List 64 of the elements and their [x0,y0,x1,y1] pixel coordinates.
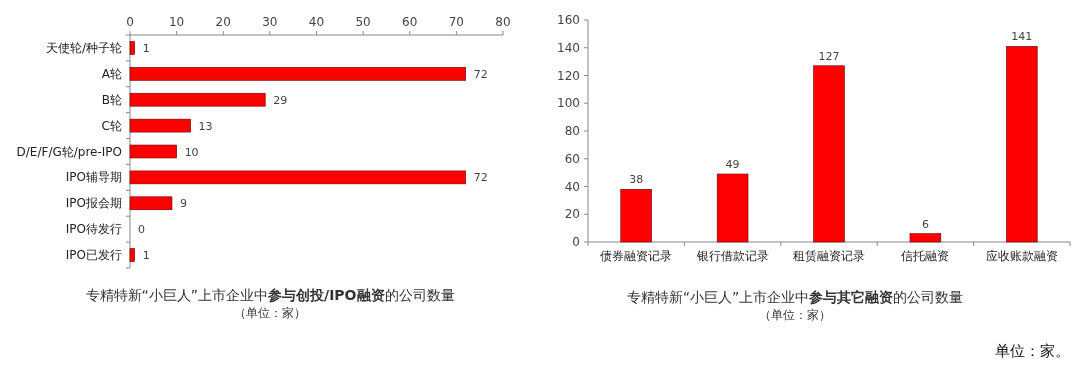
y-tick-label: IPO待发行 [65,222,122,237]
y-tick-label: 20 [564,207,580,222]
y-tick-label: 0 [572,235,580,249]
y-tick-label: 60 [564,151,580,166]
x-tick-label: 租赁融资记录 [793,249,865,263]
x-tick-label: 70 [448,15,465,29]
y-tick-label: IPO辅导期 [65,170,122,185]
y-tick-label: D/E/F/G轮/pre-IPO [16,144,122,159]
y-tick-label: 100 [557,96,580,111]
data-label: 0 [138,223,145,237]
y-tick-label: C轮 [101,118,122,133]
x-tick-label: 60 [402,15,418,29]
x-tick-label: 20 [215,15,231,29]
data-label: 127 [818,49,840,63]
x-tick-label: 应收账款融资 [985,249,1058,263]
text: 单位：家。 [995,342,1070,360]
y-tick-label: IPO报会期 [65,196,122,211]
bar [129,144,177,159]
x-tick-label: 债券融资记录 [600,249,673,263]
y-tick-label: 天使轮/种子轮 [45,40,122,55]
data-label: 6 [921,217,929,231]
y-tick-label: 160 [557,13,580,27]
y-tick-label: 120 [557,68,580,83]
text: 专精特新“小巨人”上市企业中参与创投/IPO融资的公司数量 [85,287,455,303]
text: （单位：家） [759,308,831,322]
bar [129,67,466,81]
bar [129,41,135,55]
data-label: 13 [198,119,213,133]
y-tick-label: 140 [557,40,580,55]
data-label: 38 [629,173,644,187]
text: （单位：家） [234,306,306,320]
bar [129,248,135,262]
data-label: 72 [473,67,488,81]
bar [129,118,191,133]
y-tick-label: B轮 [101,92,122,107]
bar [129,196,173,211]
bar [909,233,942,243]
data-label: 141 [1011,30,1033,44]
x-tick-label: 10 [168,15,185,29]
x-tick-label: 50 [355,15,371,29]
x-tick-label: 30 [262,15,278,29]
text: 专精特新“小巨人”上市企业中参与其它融资的公司数量 [626,289,964,305]
y-tick-label: A轮 [101,66,122,81]
x-tick-label: 40 [308,15,325,29]
bar [1006,46,1038,243]
data-label: 72 [473,171,488,185]
y-tick-label: 80 [564,124,580,138]
data-label: 9 [179,197,187,211]
x-tick-label: 银行借款记录 [695,249,769,263]
bar [716,173,749,243]
bar [129,170,466,185]
x-tick-label: 0 [126,15,134,29]
bar [620,188,652,243]
bar [129,92,266,107]
x-tick-label: 80 [495,15,511,29]
data-label: 1 [142,41,150,55]
data-label: 29 [273,93,288,107]
data-label: 10 [184,145,199,159]
data-label: 1 [142,249,150,263]
data-label: 49 [725,158,740,172]
y-tick-label: IPO已发行 [65,248,122,263]
y-tick-label: 40 [564,179,580,194]
x-tick-label: 信托融资 [901,249,950,263]
bar [813,65,845,243]
